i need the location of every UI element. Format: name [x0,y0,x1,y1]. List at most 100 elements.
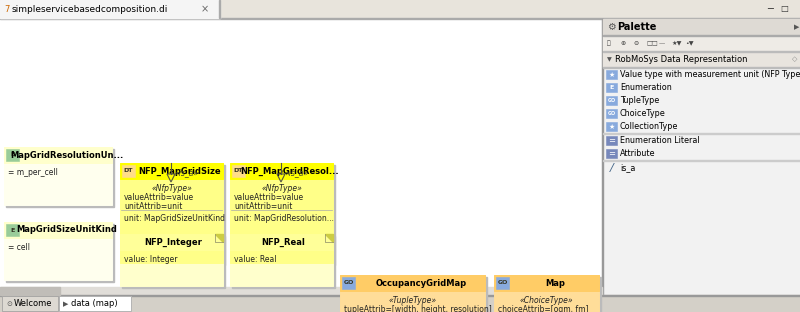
Bar [496,277,509,289]
Text: value: Real: value: Real [234,255,277,264]
Text: choiceAttrib=[ogm, fm]: choiceAttrib=[ogm, fm] [498,305,589,312]
Text: ▼: ▼ [607,57,612,62]
Text: = cell: = cell [8,243,30,252]
Bar [122,165,225,265]
Bar [6,224,19,236]
Bar [120,163,223,179]
Bar [603,133,800,134]
Bar [122,165,135,177]
Text: NFP_MapGridResol...: NFP_MapGridResol... [241,166,339,176]
Text: valueAttrib=value: valueAttrib=value [124,193,194,202]
Bar [0,19,602,295]
Text: «NfpType»: «NfpType» [261,184,302,193]
Bar [603,160,800,161]
Text: GO: GO [607,111,615,116]
Text: •▼: •▼ [685,41,694,46]
Text: E: E [10,227,14,232]
Bar [603,67,800,68]
Bar [0,295,800,296]
Bar [340,275,485,312]
Bar [496,277,601,312]
Bar [0,18,800,19]
Bar [0,287,602,295]
Bar [494,275,599,291]
Bar [602,19,603,295]
Text: ⊖: ⊖ [633,41,638,46]
Bar [0,0,800,18]
Bar [59,296,131,311]
Text: «is_a»: «is_a» [175,168,199,177]
Text: valueAttrib=value: valueAttrib=value [234,193,304,202]
Bar [606,83,617,92]
Text: E: E [610,85,614,90]
Text: ▶: ▶ [63,301,69,307]
Text: E: E [10,153,14,158]
Bar [603,19,800,35]
Bar [2,296,58,311]
Bar [232,165,335,265]
Text: Welcome: Welcome [14,300,53,309]
Text: unit: MapGridResolution...: unit: MapGridResolution... [234,214,334,223]
Text: = m_per_cell: = m_per_cell [8,168,58,177]
Bar [606,96,617,105]
Bar [0,0,220,18]
Bar [6,224,114,282]
Text: ⚙: ⚙ [607,22,616,32]
Bar [0,295,800,312]
Bar [0,287,60,295]
Text: MapGridResolutionUn...: MapGridResolutionUn... [10,150,123,159]
Bar [4,222,112,280]
Text: «is_a»: «is_a» [285,168,309,177]
Text: ◇: ◇ [792,56,798,62]
Bar [606,136,617,145]
Text: MapGridSizeUnitKind: MapGridSizeUnitKind [16,226,117,235]
Text: GO: GO [498,280,508,285]
Bar [120,234,223,250]
Bar [120,163,223,263]
Bar [340,275,485,291]
Text: □□: □□ [646,41,658,46]
Text: value: Integer: value: Integer [124,255,178,264]
Text: =: = [608,149,615,158]
Text: TupleType: TupleType [620,96,659,105]
Bar [603,52,800,67]
Bar [232,236,335,288]
Bar [59,296,131,311]
Text: ⊕: ⊕ [620,41,626,46]
Text: NFP_Integer: NFP_Integer [144,237,202,246]
Text: RobMoSys Data Representation: RobMoSys Data Representation [615,55,747,64]
Bar [230,163,333,179]
Bar [603,36,800,51]
Bar [342,277,355,289]
Text: ⭡: ⭡ [607,41,610,46]
Text: □: □ [780,4,788,13]
Text: NFP_MapGridSize: NFP_MapGridSize [138,166,222,176]
Bar [120,234,223,286]
Text: OccupancyGridMap: OccupancyGridMap [375,279,466,287]
Text: is_a: is_a [620,163,635,172]
Bar [230,163,333,263]
Bar [4,147,112,205]
Text: data (map): data (map) [71,300,118,309]
Polygon shape [215,234,223,242]
Text: simpleservicebasedcomposition.di: simpleservicebasedcomposition.di [12,4,168,13]
Text: ─: ─ [767,4,773,14]
Text: ×: × [201,4,209,14]
Text: ▶: ▶ [794,24,799,30]
Text: Palette: Palette [617,22,656,32]
Text: DT: DT [124,168,133,173]
Text: «NfpType»: «NfpType» [151,184,192,193]
Text: ★: ★ [608,71,614,77]
Text: Attribute: Attribute [620,149,655,158]
Text: Enumeration Literal: Enumeration Literal [620,136,700,145]
Bar [0,17,220,18]
Text: ★▼: ★▼ [672,41,682,46]
Text: /: / [610,163,614,173]
Bar [6,149,19,161]
Text: ★: ★ [608,124,614,129]
Text: GO: GO [607,98,615,103]
Text: NFP_Real: NFP_Real [261,237,305,246]
Bar [232,165,245,177]
Bar [230,234,333,250]
Bar [2,296,58,311]
